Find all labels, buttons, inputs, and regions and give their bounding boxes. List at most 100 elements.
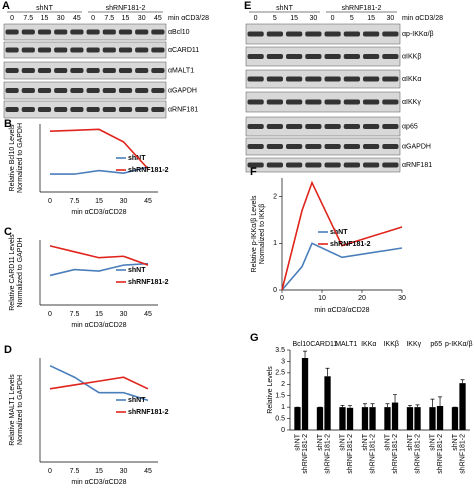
blot-band — [118, 68, 133, 73]
blot-band — [86, 107, 100, 112]
blot-band — [102, 29, 116, 35]
error-bar — [415, 404, 420, 408]
blot-band — [363, 76, 380, 82]
error-bar — [460, 379, 465, 384]
x-tick-label: 30 — [120, 468, 128, 475]
blot-band — [86, 47, 100, 53]
blot-band — [118, 47, 133, 53]
blot-strip — [3, 100, 167, 119]
row-label: αGAPDH — [402, 143, 431, 150]
lane-label: 30 — [138, 15, 146, 22]
y-tick-label: 2 — [281, 381, 285, 388]
blot-strip — [3, 81, 167, 100]
blot-band — [247, 99, 264, 105]
series-line — [49, 128, 149, 170]
blot-band — [286, 124, 303, 129]
blot-band — [21, 29, 35, 35]
blot-strip — [3, 41, 167, 59]
blot-band — [54, 29, 68, 35]
treatment-label: min αCD3/28 — [168, 15, 209, 22]
bar-label: shNT — [317, 433, 324, 450]
y-tick-label: 0 — [281, 427, 285, 434]
blot-band — [247, 124, 264, 129]
lane-label: 5 — [350, 15, 354, 22]
blot-band — [37, 47, 52, 53]
lane-label: 5 — [273, 15, 277, 22]
y-axis-label: Normalized to GAPDH — [17, 123, 24, 193]
x-tick-label: 0 — [48, 468, 52, 475]
y-tick-label: 2.5 — [275, 370, 285, 377]
blot-strip — [245, 23, 401, 45]
blot-band — [86, 88, 100, 93]
blot-band — [118, 107, 133, 112]
x-tick-label: 45 — [144, 198, 152, 205]
x-tick-label: 15 — [95, 198, 103, 205]
blot-band — [118, 29, 133, 35]
blot-band — [70, 47, 84, 53]
row-label: αIKKβ — [402, 53, 421, 60]
blot-band — [21, 68, 35, 73]
blot-band — [363, 99, 380, 105]
panel-label: E — [244, 0, 251, 12]
error-bar — [438, 396, 443, 406]
bar-label: shNT — [384, 433, 391, 450]
blot-band — [70, 29, 84, 35]
blot-band — [343, 144, 360, 149]
blot-band — [266, 124, 283, 129]
row-label: αMALT1 — [168, 67, 194, 74]
panel-label: D — [4, 344, 12, 356]
blot-band — [5, 88, 19, 93]
bar-label: shNT — [429, 433, 436, 450]
error-bar — [303, 350, 308, 358]
blot-band — [54, 107, 68, 112]
error-bar — [340, 404, 345, 408]
blot-band — [135, 68, 149, 73]
panel-label: F — [250, 166, 257, 178]
lane-label: 45 — [73, 15, 81, 22]
series-line — [49, 364, 149, 402]
blot-strip — [245, 157, 401, 173]
x-tick-label: 30 — [120, 198, 128, 205]
y-tick-label: 1 — [281, 404, 285, 411]
bar-label: shRNF181-2 — [392, 434, 399, 474]
blot-band — [247, 54, 264, 59]
blot-band — [118, 88, 133, 93]
blot-band — [21, 107, 35, 112]
blot-band — [37, 29, 52, 35]
bar — [346, 407, 354, 430]
lane-label: 15 — [122, 15, 130, 22]
series-line — [281, 180, 403, 291]
x-tick-label: 0 — [280, 295, 284, 302]
legend-label: shRNF181-2 — [128, 279, 169, 286]
bar — [294, 407, 301, 430]
lane-label: 15 — [367, 15, 375, 22]
blot-band — [382, 31, 399, 37]
blot-band — [135, 107, 149, 112]
blot-band — [247, 144, 264, 149]
blot-band — [363, 54, 380, 59]
y-axis-label: Normalized to GAPDH — [17, 375, 24, 445]
blot-band — [37, 68, 52, 73]
legend-label: shNT — [128, 155, 146, 162]
y-tick-label: 0.5 — [275, 415, 285, 422]
blot-band — [266, 162, 283, 168]
x-tick-label: 7.5 — [70, 311, 80, 318]
group-label: Bcl10 — [292, 341, 310, 348]
lane-label: 30 — [386, 15, 394, 22]
row-label: αRNF181 — [402, 162, 432, 169]
x-tick-label: 0 — [48, 198, 52, 205]
bar-label: shRNF181-2 — [414, 434, 421, 474]
blot-strip — [245, 69, 401, 89]
blot-band — [343, 124, 360, 129]
x-tick-label: 20 — [358, 295, 366, 302]
blot-band — [266, 54, 283, 59]
blot-band — [363, 31, 380, 37]
bar — [384, 407, 391, 430]
bar — [301, 358, 309, 430]
series-line — [50, 166, 149, 175]
x-tick-label: 0 — [48, 311, 52, 318]
bar-label: shRNF181-2 — [437, 434, 444, 474]
x-tick-label: 7.5 — [70, 468, 80, 475]
blot-band — [343, 54, 360, 59]
